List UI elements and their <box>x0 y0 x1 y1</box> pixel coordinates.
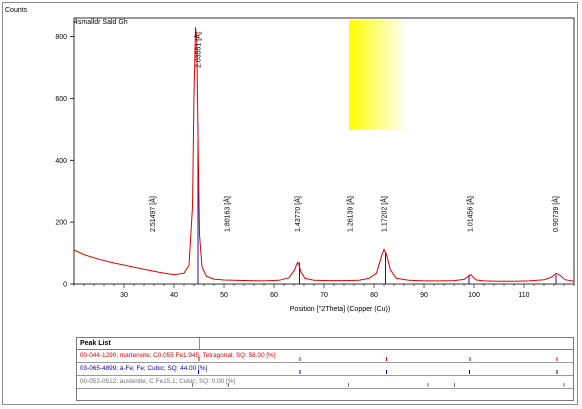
peak-list-sticks <box>192 383 565 387</box>
x-tick-label: 30 <box>120 292 128 299</box>
y-tick-label: 0 <box>63 282 67 289</box>
plot-frame <box>73 17 575 285</box>
peak-label: 1.17202 [Å] <box>380 196 389 232</box>
x-tick-label: 70 <box>320 292 328 299</box>
peak-label: 1.80163 [Å] <box>223 196 232 232</box>
series-line <box>73 27 575 282</box>
corner-counts-label: Counts <box>5 7 28 14</box>
peak-list-sticks <box>198 370 558 374</box>
peak-label: 2.03551 [Å] <box>194 32 203 68</box>
peak-label: 0.90739 [Å] <box>551 196 560 232</box>
peak-list-row[interactable]: 03-065-4899; à-Fe; Fe; Cubic; SQ: 44.00 … <box>77 363 573 376</box>
peak-label: 2.51497 [Å] <box>148 196 157 232</box>
peak-label: 1.01456 [Å] <box>466 196 475 232</box>
legend-gradient-box <box>349 20 407 130</box>
x-tick-label: 60 <box>270 292 278 299</box>
peak-label: 1.43770 [Å] <box>293 196 302 232</box>
x-tick-label: 40 <box>170 292 178 299</box>
peak-list-title: Peak List <box>77 338 573 350</box>
y-tick-label: 600 <box>55 96 67 103</box>
peak-list-row-text: 00-044-1290; martensite; C0.055 Fe1.945;… <box>80 352 276 359</box>
peak-label: 1.26139 [Å] <box>346 196 355 232</box>
chart-title: 4smalldr Sald Gh <box>74 19 128 26</box>
peak-list-sticks <box>198 357 558 361</box>
x-tick-label: 80 <box>370 292 378 299</box>
plot-area: 0 200 400 600 800 30 40 50 60 70 80 90 100 110 2.03551… <box>55 17 575 299</box>
peak-list-row[interactable]: 00-052-0512; austenite; C Fe15.1; Cubic;… <box>77 376 573 389</box>
peak-list-row-text: 00-052-0512; austenite; C Fe15.1; Cubic;… <box>80 378 236 385</box>
x-tick-label: 90 <box>420 292 428 299</box>
chart-window <box>2 2 578 405</box>
x-tick-label: 100 <box>468 292 480 299</box>
peak-list-row-text: 03-065-4899; à-Fe; Fe; Cubic; SQ: 44.00 … <box>80 365 208 372</box>
x-axis-label: Position [°2Theta] (Copper (Cu)) <box>290 305 390 313</box>
peak-list-row[interactable]: 00-044-1290; martensite; C0.055 Fe1.945;… <box>77 350 573 363</box>
peak-list-panel: Peak List 00-044-1290; martensite; C0.05… <box>76 337 574 401</box>
x-tick-label: 50 <box>220 292 228 299</box>
y-tick-label: 800 <box>55 34 67 41</box>
position-cursor <box>199 338 200 349</box>
x-tick-label: 110 <box>518 292 529 299</box>
y-tick-label: 400 <box>55 158 67 165</box>
y-tick-label: 200 <box>55 220 67 227</box>
